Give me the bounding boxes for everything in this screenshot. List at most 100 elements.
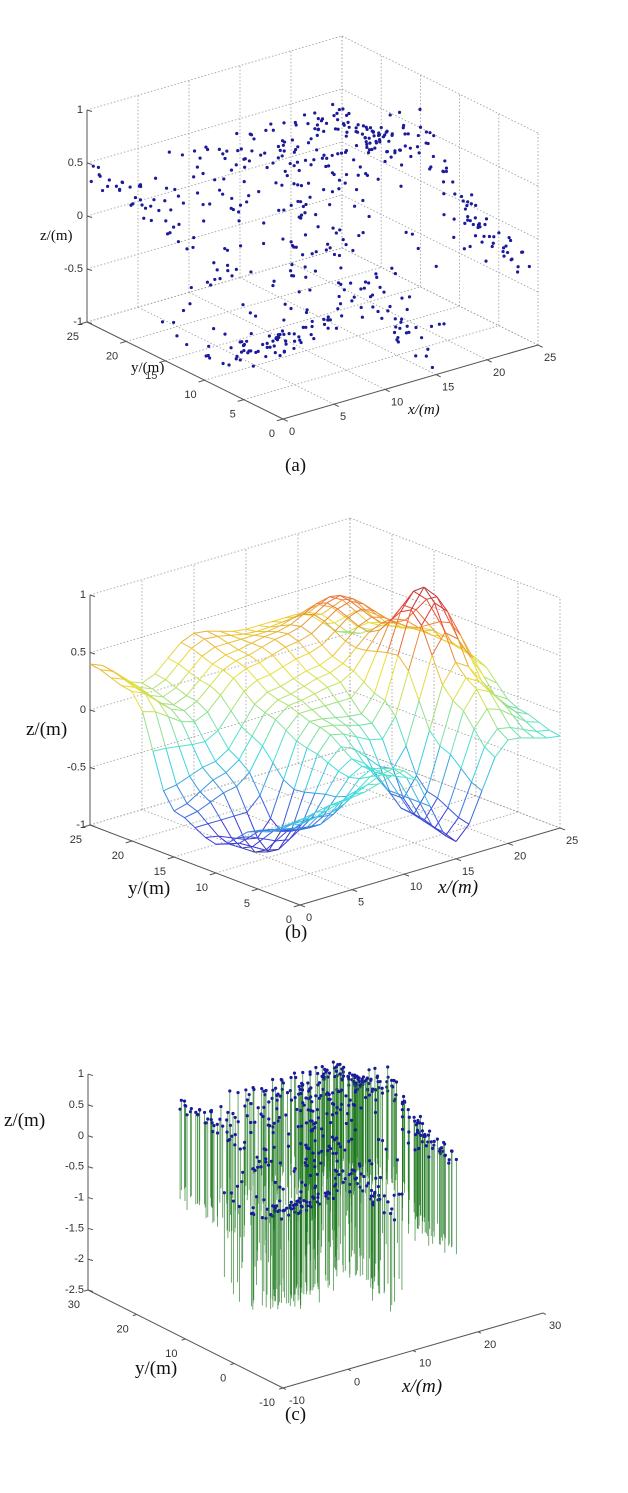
data-point <box>277 335 281 340</box>
mesh-line <box>280 686 292 695</box>
mesh-line <box>144 692 156 713</box>
data-point <box>400 1108 404 1112</box>
mesh-line <box>538 721 550 731</box>
data-point <box>255 1155 259 1159</box>
mesh-line <box>303 685 315 695</box>
data-point <box>344 1094 348 1098</box>
mesh-line <box>549 729 561 737</box>
mesh-line <box>152 747 167 752</box>
mesh-line <box>457 638 472 659</box>
mesh-line <box>231 837 245 840</box>
mesh-line <box>186 791 201 804</box>
mesh-line <box>489 691 503 703</box>
data-point <box>330 1113 335 1117</box>
mesh-line <box>186 679 200 696</box>
data-point <box>413 1119 417 1123</box>
data-point <box>120 180 125 185</box>
data-point <box>311 1109 315 1113</box>
x-tick-label: 20 <box>514 850 526 862</box>
data-point <box>300 1180 304 1184</box>
data-point <box>397 1192 401 1196</box>
mesh-line <box>199 779 214 793</box>
data-point <box>447 1161 451 1165</box>
data-point <box>305 1146 309 1150</box>
data-point <box>466 215 470 219</box>
mesh-line <box>281 827 295 830</box>
data-point <box>183 1103 187 1108</box>
mesh-line <box>353 748 368 759</box>
mesh-line <box>351 758 363 767</box>
data-point <box>252 137 256 141</box>
mesh-line <box>275 719 287 731</box>
mesh-line <box>238 642 252 651</box>
mesh-line <box>398 793 410 799</box>
x-tick <box>347 1368 352 1372</box>
mesh-line <box>314 693 326 707</box>
mesh-line <box>183 700 198 712</box>
z-tick <box>87 1073 94 1077</box>
data-point <box>233 1133 237 1137</box>
mesh-line <box>476 688 488 710</box>
data-point <box>212 261 216 265</box>
data-point <box>143 206 148 210</box>
mesh-line <box>371 616 383 624</box>
data-point <box>308 1072 312 1077</box>
mesh-line <box>287 633 299 642</box>
mesh-line <box>267 691 279 701</box>
data-point <box>322 188 326 192</box>
mesh-line <box>338 770 350 778</box>
mesh-line <box>324 620 336 632</box>
data-point <box>205 147 210 152</box>
mesh-line <box>270 779 284 819</box>
y-tick <box>237 399 244 402</box>
mesh-line <box>517 708 529 715</box>
x-tick-label: 10 <box>419 1358 431 1370</box>
mesh-line <box>319 664 331 674</box>
data-point <box>304 1121 308 1125</box>
data-point <box>185 247 189 251</box>
data-point <box>328 203 332 207</box>
mesh-line <box>262 719 276 747</box>
y-tick <box>198 379 205 383</box>
data-point <box>317 1096 321 1100</box>
z-tick <box>87 1135 94 1138</box>
data-point <box>515 270 520 274</box>
data-point <box>407 1130 411 1134</box>
mesh-line <box>285 646 297 660</box>
mesh-line <box>421 819 433 828</box>
data-point <box>328 318 332 322</box>
mesh-line <box>277 631 289 635</box>
mesh-line <box>525 721 537 732</box>
mesh-line <box>202 767 214 781</box>
mesh-line <box>437 754 451 799</box>
data-point <box>278 148 282 153</box>
x-tick <box>403 873 410 877</box>
data-point <box>242 157 246 161</box>
data-point <box>337 178 342 182</box>
data-point <box>442 213 446 217</box>
data-point <box>497 231 501 235</box>
mesh-line <box>394 619 406 624</box>
mesh-line <box>162 687 177 698</box>
mesh-line <box>254 849 266 853</box>
grid-line <box>89 690 351 768</box>
mesh-line <box>497 728 509 741</box>
mesh-line <box>444 632 459 640</box>
y-tick <box>80 321 88 325</box>
data-point <box>280 183 284 187</box>
y-tick <box>209 872 217 876</box>
data-point <box>389 1211 393 1216</box>
data-point <box>335 1136 339 1140</box>
mesh-line <box>288 705 300 714</box>
data-point <box>471 222 475 227</box>
data-point <box>245 1114 249 1118</box>
grid-line <box>257 811 519 890</box>
y-tick <box>132 1314 137 1317</box>
mesh-line <box>253 634 265 638</box>
data-point <box>376 1137 381 1142</box>
data-point <box>419 336 424 340</box>
x-tick-label: 10 <box>410 881 422 893</box>
data-point <box>239 350 244 354</box>
z-tick-label: -0.5 <box>65 1161 84 1173</box>
z-tick-label: 1 <box>78 1068 84 1080</box>
